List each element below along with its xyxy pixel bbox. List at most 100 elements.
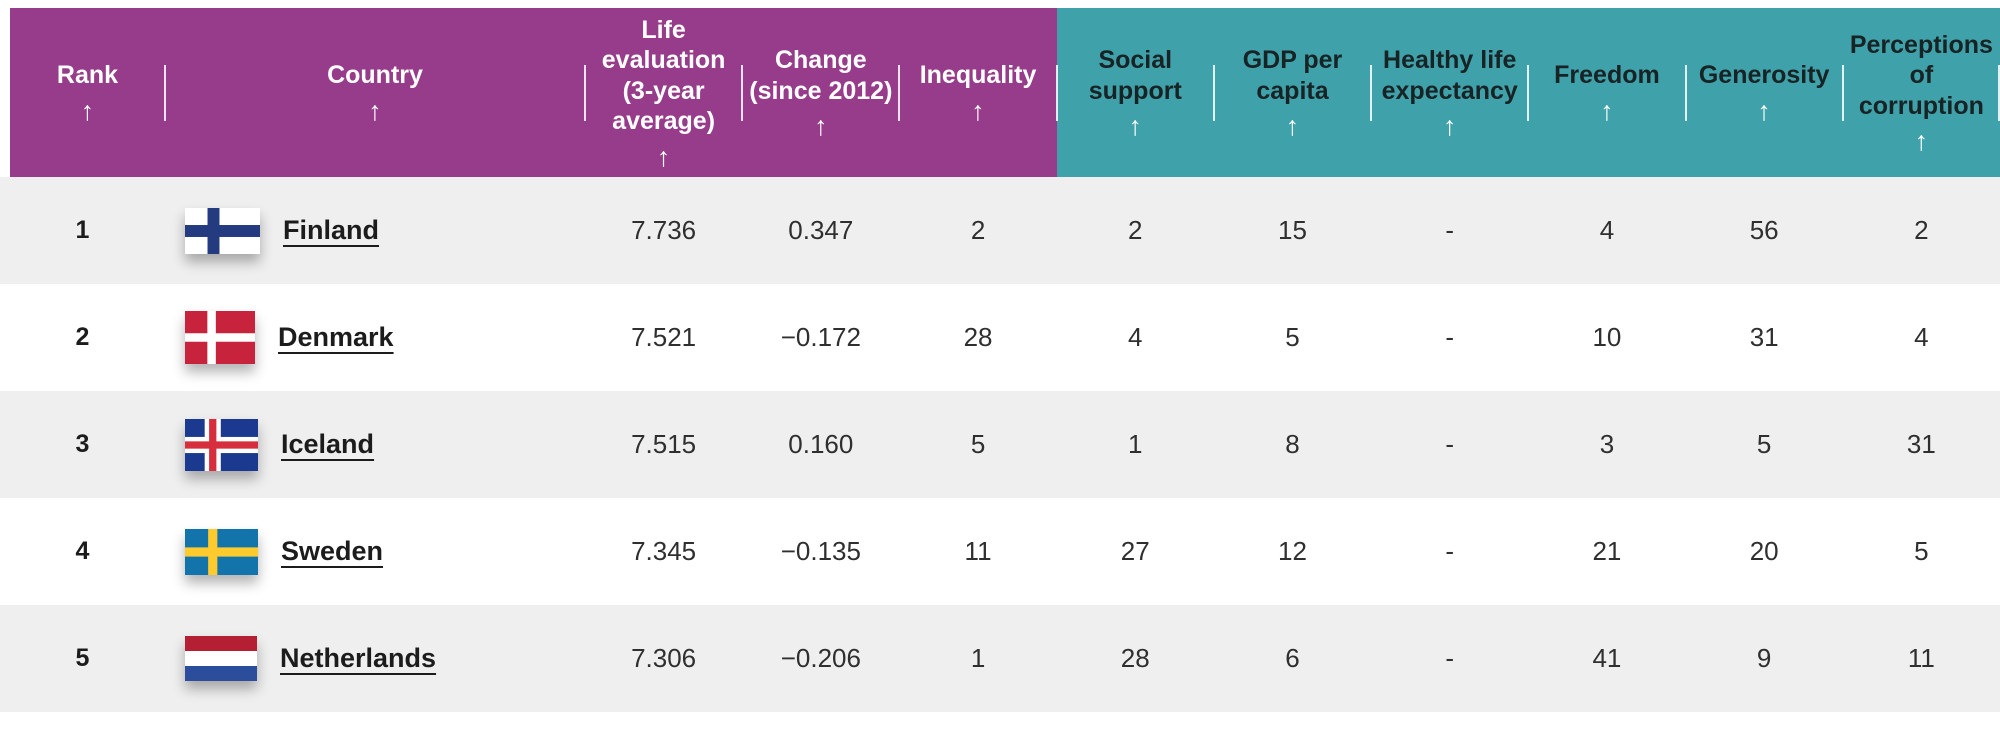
freedom-cell: 41 xyxy=(1592,643,1622,673)
rank-cell: 1 xyxy=(75,216,90,244)
table-row: 3 Iceland 7.515 0.160 5 1 8 - 3 5 31 xyxy=(0,391,2000,498)
column-header-social-support[interactable]: Social support ↑ xyxy=(1056,8,1214,177)
column-header-label: Country xyxy=(327,61,423,90)
life-evaluation-cell: 7.306 xyxy=(631,643,697,673)
rank-cell: 4 xyxy=(75,537,90,565)
country-cell: Finland xyxy=(165,207,585,254)
table-row: 2 Denmark 7.521 −0.172 28 4 5 - 10 31 4 xyxy=(0,284,2000,391)
sort-ascending-arrow-icon: ↑ xyxy=(814,111,828,141)
column-header-gdp-per-capita[interactable]: GDP per capita ↑ xyxy=(1213,8,1372,177)
column-header-country[interactable]: Country ↑ xyxy=(165,8,585,177)
gdp-per-capita-cell: 8 xyxy=(1285,429,1300,459)
change-cell: 0.160 xyxy=(788,429,854,459)
column-header-label: Perceptions of corruption xyxy=(1849,30,1993,120)
country-link[interactable]: Denmark xyxy=(278,322,394,352)
gdp-per-capita-cell: 15 xyxy=(1278,215,1307,245)
perceptions-of-corruption-cell: 2 xyxy=(1914,215,1929,245)
column-header-change[interactable]: Change (since 2012) ↑ xyxy=(742,8,900,177)
country-cell: Netherlands xyxy=(165,636,585,681)
change-cell: −0.172 xyxy=(780,322,861,352)
change-cell: −0.206 xyxy=(780,643,861,673)
freedom-cell: 21 xyxy=(1592,536,1622,566)
social-support-cell: 28 xyxy=(1120,643,1150,673)
sort-ascending-arrow-icon: ↑ xyxy=(1757,95,1771,126)
sort-ascending-arrow-icon: ↑ xyxy=(80,95,95,126)
social-support-cell: 1 xyxy=(1128,429,1143,459)
table-row: 1 Finland 7.736 0.347 2 2 15 - 4 56 2 xyxy=(0,177,2000,284)
life-evaluation-cell: 7.736 xyxy=(631,215,697,245)
life-evaluation-cell: 7.521 xyxy=(631,322,697,352)
change-cell: 0.347 xyxy=(788,215,854,245)
column-header-label: Change (since 2012) xyxy=(749,46,893,105)
column-header-label: GDP per capita xyxy=(1242,46,1343,105)
netherlands-flag-icon xyxy=(185,636,257,681)
healthy-life-expectancy-cell: - xyxy=(1445,429,1455,459)
generosity-cell: 20 xyxy=(1749,536,1779,566)
rank-cell: 3 xyxy=(75,430,90,458)
country-link[interactable]: Iceland xyxy=(281,429,375,459)
generosity-cell: 56 xyxy=(1749,215,1779,245)
column-header-inequality[interactable]: Inequality ↑ xyxy=(899,8,1057,177)
inequality-cell: 11 xyxy=(964,536,992,566)
inequality-cell: 2 xyxy=(970,215,986,245)
generosity-cell: 5 xyxy=(1756,429,1772,459)
sort-ascending-arrow-icon: ↑ xyxy=(1914,126,1929,157)
column-header-label: Healthy life expectancy xyxy=(1381,46,1518,105)
column-header-rank[interactable]: Rank ↑ xyxy=(10,8,165,177)
sort-ascending-arrow-icon: ↑ xyxy=(1128,111,1143,141)
perceptions-of-corruption-cell: 31 xyxy=(1906,429,1936,459)
country-cell: Denmark xyxy=(165,311,585,364)
gdp-per-capita-cell: 6 xyxy=(1285,643,1300,673)
freedom-cell: 4 xyxy=(1599,215,1615,245)
table-row: 5 Netherlands 7.306 −0.206 1 28 6 - 41 9 11 xyxy=(0,605,2000,712)
sort-ascending-arrow-icon: ↑ xyxy=(1442,111,1457,141)
change-cell: −0.135 xyxy=(780,536,861,566)
inequality-cell: 28 xyxy=(963,322,993,352)
healthy-life-expectancy-cell: - xyxy=(1445,643,1455,673)
freedom-cell: 10 xyxy=(1592,322,1622,352)
healthy-life-expectancy-cell: - xyxy=(1445,215,1455,245)
life-evaluation-cell: 7.345 xyxy=(631,536,697,566)
denmark-flag-icon xyxy=(185,311,255,364)
perceptions-of-corruption-cell: 11 xyxy=(1907,643,1935,673)
country-link[interactable]: Netherlands xyxy=(280,643,437,673)
country-link[interactable]: Finland xyxy=(283,215,379,245)
column-header-label: Social support xyxy=(1088,46,1182,105)
table-body: 1 Finland 7.736 0.347 2 2 15-4 56 2 2 Denmark … xyxy=(0,177,2000,712)
freedom-cell: 3 xyxy=(1599,429,1615,459)
social-support-cell: 2 xyxy=(1128,215,1143,245)
rank-cell: 2 xyxy=(75,323,90,351)
life-evaluation-cell: 7.515 xyxy=(631,429,697,459)
healthy-life-expectancy-cell: - xyxy=(1445,536,1455,566)
gdp-per-capita-cell: 12 xyxy=(1278,536,1307,566)
sort-ascending-arrow-icon: ↑ xyxy=(1285,111,1300,141)
column-header-generosity[interactable]: Generosity ↑ xyxy=(1685,8,1843,177)
sort-ascending-arrow-icon: ↑ xyxy=(971,95,985,126)
table-header-row: Rank ↑ Country ↑ Life evaluation (3-year… xyxy=(10,8,2000,177)
column-header-healthy-life-expectancy[interactable]: Healthy life expectancy ↑ xyxy=(1371,8,1529,177)
inequality-cell: 1 xyxy=(970,643,986,673)
inequality-cell: 5 xyxy=(970,429,986,459)
column-header-life-evaluation[interactable]: Life evaluation (3-year average) ↑ xyxy=(585,8,743,177)
sweden-flag-icon xyxy=(185,528,258,575)
sort-ascending-arrow-icon: ↑ xyxy=(656,141,671,172)
healthy-life-expectancy-cell: - xyxy=(1445,322,1455,352)
column-header-label: Rank xyxy=(56,61,119,90)
finland-flag-icon xyxy=(185,207,260,254)
country-cell: Iceland xyxy=(165,418,585,471)
column-header-label: Freedom xyxy=(1554,61,1660,90)
gdp-per-capita-cell: 5 xyxy=(1285,322,1300,352)
column-header-freedom[interactable]: Freedom ↑ xyxy=(1528,8,1686,177)
rank-cell: 5 xyxy=(75,644,90,672)
perceptions-of-corruption-cell: 5 xyxy=(1914,536,1929,566)
social-support-cell: 4 xyxy=(1128,322,1143,352)
perceptions-of-corruption-cell: 4 xyxy=(1914,322,1929,352)
sort-ascending-arrow-icon: ↑ xyxy=(368,95,382,126)
column-header-label: Inequality xyxy=(919,61,1037,90)
happiness-rankings-table: Rank ↑ Country ↑ Life evaluation (3-year… xyxy=(0,8,2000,712)
column-header-perceptions-of-corruption[interactable]: Perceptions of corruption ↑ xyxy=(1842,8,2000,177)
social-support-cell: 27 xyxy=(1120,536,1150,566)
country-link[interactable]: Sweden xyxy=(281,536,384,566)
generosity-cell: 9 xyxy=(1756,643,1772,673)
country-cell: Sweden xyxy=(165,528,585,575)
